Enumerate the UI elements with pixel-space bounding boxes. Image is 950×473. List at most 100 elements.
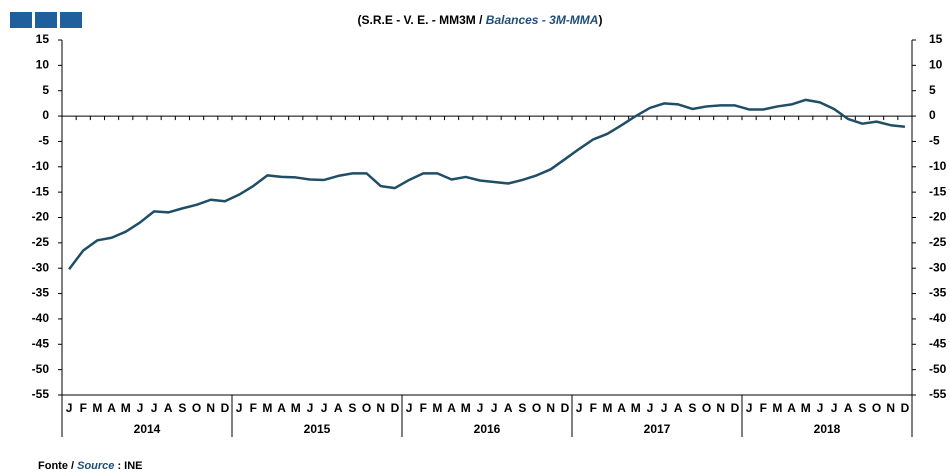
y-tick-label: -10 <box>32 159 50 173</box>
line-series <box>68 98 906 270</box>
title-part: (S.R.E - V. E. - MM3M / <box>358 13 486 27</box>
x-tick-label: F <box>590 401 597 415</box>
y2-tick-label: -50 <box>929 362 947 376</box>
x-tick-label: J <box>406 401 413 415</box>
y-tick-label: -30 <box>32 260 50 274</box>
y2-tick-label: 5 <box>929 83 936 97</box>
x-tick-label: M <box>92 401 102 415</box>
x-tick-label: O <box>362 401 371 415</box>
x-tick-label: O <box>702 401 711 415</box>
y2-tick-label: 15 <box>929 32 943 46</box>
x-tick-label: N <box>206 401 215 415</box>
y2-tick-label: -10 <box>929 159 947 173</box>
x-tick-label: J <box>831 401 838 415</box>
y-tick-label: -20 <box>32 210 50 224</box>
logo-block <box>60 12 82 28</box>
x-tick-label: N <box>716 401 725 415</box>
year-label: 2015 <box>304 422 331 436</box>
source-part: Source <box>77 460 114 472</box>
year-label: 2018 <box>814 422 841 436</box>
x-tick-label: J <box>137 401 144 415</box>
x-tick-label: J <box>477 401 484 415</box>
x-tick-label: M <box>772 401 782 415</box>
x-tick-label: M <box>121 401 131 415</box>
x-tick-label: A <box>844 401 853 415</box>
x-tick-label: A <box>107 401 116 415</box>
x-tick-label: D <box>561 401 570 415</box>
year-label: 2014 <box>134 422 161 436</box>
title-part: ) <box>598 13 602 27</box>
x-tick-label: F <box>250 401 257 415</box>
x-tick-label: A <box>277 401 286 415</box>
y-tick-label: -40 <box>32 311 50 325</box>
x-tick-label: J <box>817 401 824 415</box>
x-tick-label: S <box>518 401 526 415</box>
y-tick-label: 15 <box>36 32 50 46</box>
x-tick-label: J <box>647 401 654 415</box>
y2-tick-label: -55 <box>929 387 947 401</box>
logo-block <box>35 12 57 28</box>
x-tick-label: O <box>872 401 881 415</box>
y2-tick-label: -15 <box>929 184 947 198</box>
x-tick-label: A <box>447 401 456 415</box>
logo-block <box>10 12 32 28</box>
x-tick-label: S <box>178 401 186 415</box>
x-tick-label: A <box>674 401 683 415</box>
x-tick-label: D <box>221 401 230 415</box>
x-tick-label: M <box>262 401 272 415</box>
y-tick-label: 10 <box>36 58 50 72</box>
x-tick-label: J <box>236 401 243 415</box>
x-tick-label: J <box>661 401 668 415</box>
x-tick-label: A <box>504 401 513 415</box>
x-tick-label: J <box>491 401 498 415</box>
x-tick-label: M <box>631 401 641 415</box>
y2-tick-label: 10 <box>929 58 943 72</box>
x-tick-label: F <box>80 401 87 415</box>
y2-tick-label: -25 <box>929 235 947 249</box>
x-tick-label: J <box>576 401 583 415</box>
x-tick-label: A <box>617 401 626 415</box>
x-tick-label: N <box>886 401 895 415</box>
source-part: Fonte / <box>38 460 77 472</box>
y2-tick-label: -5 <box>929 134 940 148</box>
x-tick-label: O <box>192 401 201 415</box>
chart-title: (S.R.E - V. E. - MM3M / Balances - 3M-MM… <box>358 13 603 27</box>
y2-tick-label: -35 <box>929 286 947 300</box>
x-tick-label: D <box>391 401 400 415</box>
y-tick-label: -55 <box>32 387 50 401</box>
x-tick-label: O <box>532 401 541 415</box>
x-tick-label: F <box>420 401 427 415</box>
y-tick-label: -50 <box>32 362 50 376</box>
y-tick-label: -5 <box>38 134 49 148</box>
year-label: 2017 <box>644 422 671 436</box>
y2-tick-label: -45 <box>929 336 947 350</box>
y-tick-label: 5 <box>42 83 49 97</box>
x-tick-label: S <box>348 401 356 415</box>
x-tick-label: A <box>334 401 343 415</box>
x-tick-label: M <box>461 401 471 415</box>
x-tick-label: N <box>376 401 385 415</box>
y2-tick-label: -40 <box>929 311 947 325</box>
x-tick-label: J <box>746 401 753 415</box>
x-tick-label: D <box>731 401 740 415</box>
x-tick-label: M <box>291 401 301 415</box>
x-tick-label: A <box>787 401 796 415</box>
y-tick-label: -25 <box>32 235 50 249</box>
source-note: Fonte / Source : INE <box>38 460 143 472</box>
x-tick-label: F <box>760 401 767 415</box>
y2-tick-label: 0 <box>929 108 936 122</box>
x-tick-label: D <box>901 401 910 415</box>
year-label: 2016 <box>474 422 501 436</box>
x-tick-label: J <box>307 401 314 415</box>
x-tick-label: M <box>801 401 811 415</box>
x-tick-label: S <box>858 401 866 415</box>
y-tick-label: -45 <box>32 336 50 350</box>
x-tick-label: J <box>66 401 73 415</box>
y-tick-label: 0 <box>42 108 49 122</box>
x-tick-label: S <box>688 401 696 415</box>
y-tick-label: -35 <box>32 286 50 300</box>
source-part: : INE <box>114 460 142 472</box>
x-tick-label: M <box>432 401 442 415</box>
